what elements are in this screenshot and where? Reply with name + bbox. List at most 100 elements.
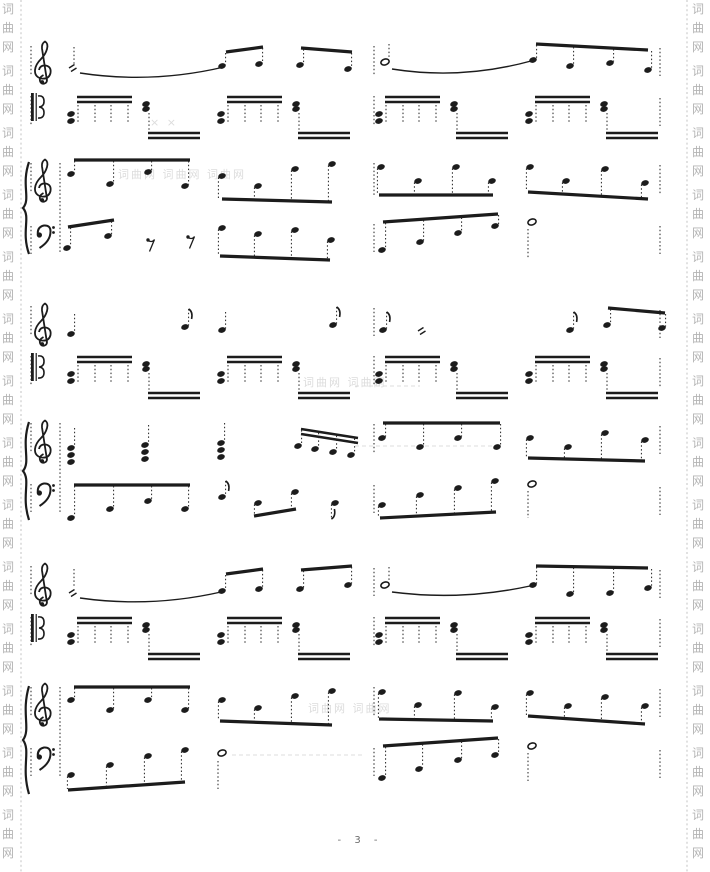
notehead	[493, 444, 501, 450]
notehead	[294, 443, 302, 449]
notehead	[327, 237, 335, 243]
right-watermark-char: 词	[692, 250, 704, 264]
left-watermark-char: 词	[2, 2, 14, 16]
slur	[79, 591, 222, 603]
notehead	[218, 225, 226, 231]
left-watermark-char: 词	[2, 622, 14, 636]
notehead	[67, 515, 75, 521]
notehead	[67, 111, 75, 117]
left-watermark-char: 网	[2, 350, 14, 364]
clef-stroke	[40, 602, 45, 606]
left-watermark-char: 词	[2, 808, 14, 822]
grace-note	[70, 592, 77, 598]
notehead	[454, 435, 462, 441]
notehead	[104, 233, 112, 239]
notehead	[181, 506, 189, 512]
brace	[21, 161, 31, 255]
left-watermark-char: 词	[2, 126, 14, 140]
treble-clef-icon	[34, 158, 52, 203]
notehead	[525, 378, 533, 384]
notehead	[291, 489, 299, 495]
notehead	[601, 166, 609, 172]
eighth-rest	[148, 239, 156, 252]
notehead	[564, 444, 572, 450]
notehead	[217, 632, 225, 638]
notehead	[526, 690, 534, 696]
clef-stroke	[52, 748, 55, 751]
left-watermark-char: 曲	[2, 517, 14, 531]
left-watermark-char: 网	[2, 164, 14, 178]
beam	[535, 42, 649, 52]
notehead	[144, 169, 152, 175]
notehead	[601, 694, 609, 700]
notehead	[347, 452, 355, 458]
left-watermark-char: 词	[2, 498, 14, 512]
notehead	[142, 622, 150, 628]
beam	[219, 719, 333, 727]
notehead	[378, 502, 386, 508]
half-notehead	[380, 581, 390, 589]
right-watermark-char: 词	[692, 622, 704, 636]
notehead	[106, 181, 114, 187]
faint-watermark-text: 词曲网 词曲网 词曲网	[118, 168, 246, 181]
notehead	[606, 590, 614, 596]
notehead	[378, 435, 386, 441]
notehead	[217, 111, 225, 117]
clef-stroke	[34, 562, 52, 607]
notehead	[450, 101, 458, 107]
notehead	[564, 703, 572, 709]
clef-stroke	[40, 722, 45, 726]
notehead	[488, 178, 496, 184]
notehead	[526, 435, 534, 441]
left-watermark-char: 词	[2, 746, 14, 760]
right-watermark-char: 曲	[692, 455, 704, 469]
clef-stroke	[34, 302, 52, 347]
grace-note	[417, 326, 424, 332]
left-watermark-char: 曲	[2, 83, 14, 97]
notehead	[218, 173, 226, 179]
notehead	[375, 632, 383, 638]
right-watermark-char: 网	[692, 40, 704, 54]
faint-watermark-text: × ×	[150, 116, 178, 129]
right-watermark-char: 曲	[692, 765, 704, 779]
notehead	[600, 101, 608, 107]
beam	[607, 306, 666, 315]
notehead	[255, 61, 263, 67]
clef-stroke	[52, 753, 55, 756]
treble-clef-icon	[34, 40, 52, 85]
slur	[79, 66, 225, 79]
clef-stroke	[34, 682, 52, 727]
right-watermark-char: 网	[692, 660, 704, 674]
notehead	[254, 183, 262, 189]
alto-clef-icon	[31, 614, 45, 642]
right-watermark-char: 曲	[692, 145, 704, 159]
notehead	[67, 459, 75, 465]
notehead	[566, 591, 574, 597]
half-notehead	[380, 58, 390, 66]
clef-stroke	[36, 482, 52, 507]
notehead	[67, 772, 75, 778]
eighth-flag	[386, 311, 391, 323]
notehead	[142, 106, 150, 112]
left-watermark-char: 网	[2, 474, 14, 488]
left-watermark-char: 曲	[2, 145, 14, 159]
slur	[391, 60, 532, 74]
notehead	[375, 378, 383, 384]
clef-stroke	[36, 754, 42, 760]
notehead	[63, 245, 71, 251]
notehead	[292, 101, 300, 107]
right-watermark-char: 网	[692, 722, 704, 736]
notehead	[67, 632, 75, 638]
eighth-flag	[188, 308, 193, 320]
notehead	[491, 478, 499, 484]
notehead	[142, 101, 150, 107]
right-watermark-char: 网	[692, 350, 704, 364]
notehead	[414, 702, 422, 708]
notehead	[525, 118, 533, 124]
notehead	[566, 63, 574, 69]
left-watermark-char: 曲	[2, 393, 14, 407]
notehead	[375, 639, 383, 645]
brace	[21, 685, 31, 795]
right-watermark-char: 网	[692, 412, 704, 426]
notehead	[600, 627, 608, 633]
